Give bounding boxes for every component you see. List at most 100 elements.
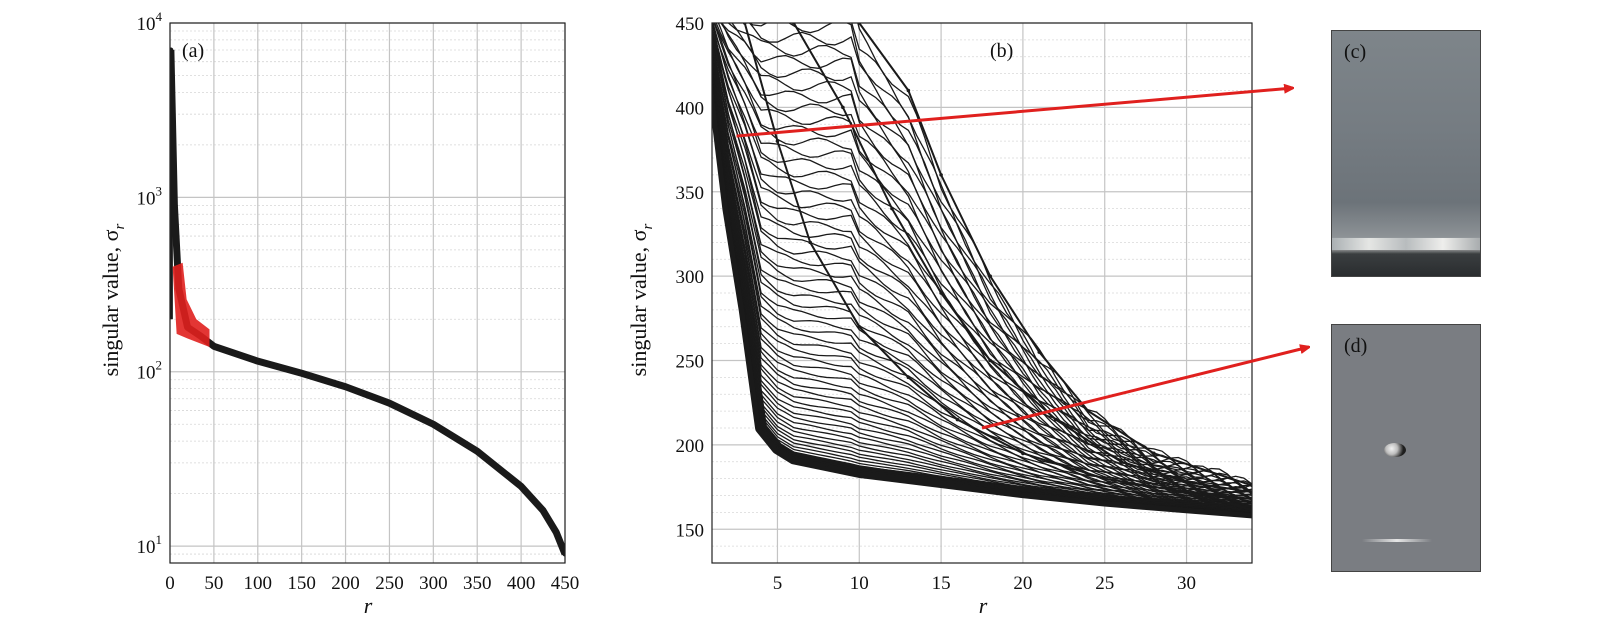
chart-b-bundle-curve xyxy=(712,58,1252,509)
chart-b-bundle-curve xyxy=(712,23,1252,500)
chart-b-bundle-curve xyxy=(712,35,1252,499)
chart-b-bundle-curve xyxy=(731,23,1252,493)
chart-b-bundle-curve xyxy=(720,23,1252,494)
chart-a-x-tick-label: 100 xyxy=(244,573,273,594)
chart-b-bundle-curve xyxy=(712,67,1252,511)
chart-a-y-tick-exp: 4 xyxy=(156,9,163,24)
chart-b-bundle-curve xyxy=(721,23,1252,490)
chart-a-point xyxy=(343,384,349,390)
chart-b-x-tick-label: 10 xyxy=(850,573,869,594)
chart-b-bundle-curve xyxy=(712,48,1252,505)
chart-a-y-tick-label: 104 xyxy=(137,9,163,35)
chart-b-bundle-curve xyxy=(712,23,1252,497)
chart-b-series-line xyxy=(858,23,1252,487)
chart-b-bundle-curve xyxy=(748,23,1252,495)
chart-b-bundle-curve xyxy=(857,23,1252,493)
chart-b-point xyxy=(906,88,911,93)
chart-a-point xyxy=(170,47,174,53)
chart-a-frame xyxy=(169,22,566,564)
chart-b-bundle-curve xyxy=(851,23,1252,485)
chart-b-bundle-curve xyxy=(715,23,1252,493)
chart-b-bundle-curve xyxy=(712,71,1252,513)
chart-a-point xyxy=(211,343,217,349)
chart-b-bundle-curve xyxy=(712,32,1252,499)
chart-a-point xyxy=(299,370,305,376)
chart-a-x-tick-label: 300 xyxy=(419,573,448,594)
chart-a-x-ticks: 0 50 100 150 200 250 300 350 400 450 xyxy=(165,573,579,594)
chart-b-point xyxy=(841,105,845,110)
chart-a-y-tick-base: 10 xyxy=(137,14,156,35)
chart-a-y-tick-label: 103 xyxy=(137,183,163,209)
chart-b-x-tick-label: 5 xyxy=(773,573,783,594)
chart-b-bundle-curve xyxy=(712,59,1252,508)
chart-a-y-tick-exp: 2 xyxy=(156,358,163,373)
chart-b-bundle-curve xyxy=(727,23,1252,486)
chart-b-y-ticks: 150 200 250 300 350 400 450 xyxy=(676,14,705,541)
chart-b-y-tick-label: 300 xyxy=(676,267,705,288)
chart-b-x-tick-label: 15 xyxy=(932,573,951,594)
photo-d-droplet xyxy=(1384,443,1406,457)
photo-c: (c) xyxy=(1331,30,1481,277)
chart-a-y-tick-label: 102 xyxy=(137,358,163,384)
chart-b-x-label: r xyxy=(979,593,988,618)
chart-b-bundle-curve xyxy=(712,64,1252,510)
chart-a-x-tick-label: 450 xyxy=(551,573,580,594)
chart-a-y-label-sub: r xyxy=(112,223,128,229)
chart-a-point xyxy=(518,483,524,489)
chart-a-point xyxy=(562,551,565,557)
chart-b-arrow xyxy=(736,88,1293,138)
photo-d-label: (d) xyxy=(1344,335,1368,357)
chart-b-bundle-curve xyxy=(713,23,1252,499)
chart-b-x-tick-label: 30 xyxy=(1177,573,1196,594)
chart-a-point xyxy=(171,202,177,208)
chart-a-x-tick-label: 50 xyxy=(204,573,223,594)
chart-b-y-tick-label: 400 xyxy=(676,98,705,119)
chart-b-bundle-curve xyxy=(712,45,1252,505)
chart-a-point xyxy=(430,421,436,427)
chart-b-y-label: singular value, σr xyxy=(626,223,656,376)
chart-b-bundle-curve xyxy=(714,23,1252,496)
photo-c-label: (c) xyxy=(1344,41,1367,63)
chart-a-grid xyxy=(169,22,566,564)
chart-b-y-tick-label: 250 xyxy=(676,352,705,373)
chart-b-point xyxy=(939,173,943,177)
chart-b-x-tick-label: 20 xyxy=(1013,573,1032,594)
chart-b-y-label-sub: r xyxy=(640,223,656,229)
chart-a-point xyxy=(474,448,480,454)
chart-a-point xyxy=(255,358,261,364)
chart-a-x-tick-label: 200 xyxy=(331,573,360,594)
photo-d: (d) xyxy=(1331,324,1481,572)
photo-d-splash xyxy=(1362,539,1432,542)
chart-b-bundle-curve xyxy=(717,23,1252,493)
chart-a: 0 50 100 150 200 250 300 350 400 450 101102103104… xyxy=(98,9,579,618)
chart-a-highlight-region xyxy=(172,262,210,348)
chart-b-bundle-curve xyxy=(712,62,1252,510)
chart-a-x-label: r xyxy=(364,593,373,618)
photo-c-surface xyxy=(1332,238,1480,250)
chart-b-bundle-curve xyxy=(712,23,1252,494)
chart-b-bundle-curve xyxy=(712,43,1252,503)
chart-a-x-tick-label: 250 xyxy=(375,573,404,594)
chart-b-arrow xyxy=(981,347,1309,430)
chart-a-y-tick-base: 10 xyxy=(137,363,156,384)
chart-a-data xyxy=(170,47,565,557)
chart-b-arrows xyxy=(736,88,1309,430)
chart-a-x-tick-label: 0 xyxy=(165,573,175,594)
chart-b-x-tick-label: 25 xyxy=(1095,573,1114,594)
chart-b-y-tick-label: 200 xyxy=(676,436,705,457)
chart-a-y-label: singular value, σr xyxy=(98,223,128,376)
chart-a-point xyxy=(540,508,546,514)
chart-b-data xyxy=(712,23,1252,519)
chart-b-bundle-curve xyxy=(712,29,1252,500)
chart-a-y-tick-base: 10 xyxy=(137,537,156,558)
chart-a-x-tick-label: 400 xyxy=(507,573,536,594)
chart-a-y-tick-exp: 3 xyxy=(156,183,163,198)
chart-a-y-tick-label: 101 xyxy=(137,532,163,558)
chart-a-point xyxy=(553,529,559,535)
chart-b-bundle-curve xyxy=(712,42,1252,505)
chart-a-x-tick-label: 350 xyxy=(463,573,492,594)
chart-a-point xyxy=(386,400,392,406)
chart-a-series-band xyxy=(170,49,565,556)
